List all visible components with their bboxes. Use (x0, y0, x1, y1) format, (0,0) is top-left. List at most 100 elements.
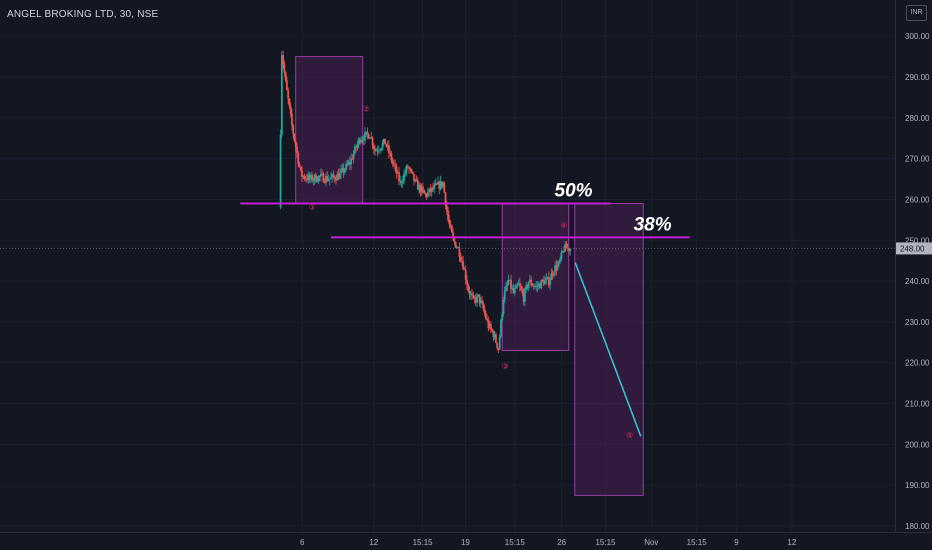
candle-body (435, 183, 438, 185)
candle-body (384, 138, 387, 144)
candle-body (491, 329, 494, 332)
wave-box (574, 203, 644, 496)
candle-body (565, 243, 568, 249)
candle-body (492, 331, 495, 338)
candle-body (432, 187, 434, 190)
candle-body (418, 184, 421, 190)
y-tick-label: 230.00 (905, 318, 930, 327)
candle-body (294, 141, 297, 148)
candle-body (393, 162, 395, 165)
candle-body (304, 178, 307, 180)
candle-body (437, 181, 439, 185)
candle-body (326, 176, 329, 181)
candle-body (510, 279, 512, 289)
candle-body (415, 179, 418, 181)
candle-body (546, 277, 549, 279)
candle-body (449, 223, 452, 226)
x-tick-label: 12 (787, 538, 796, 547)
candle-body (523, 289, 526, 302)
candle-body (520, 286, 523, 290)
candle-body (332, 174, 335, 177)
candle-body (554, 265, 557, 273)
candle-body (376, 150, 379, 152)
candle-body (521, 289, 524, 294)
candle-body (440, 181, 443, 187)
y-tick-label: 190.00 (905, 481, 930, 490)
candle-body (296, 147, 298, 153)
candle-body (386, 145, 389, 147)
x-axis[interactable]: 6 12 15:15 19 15:15 26 15:15 Nov 15:15 9 12 (300, 538, 797, 547)
candle-body (467, 285, 470, 291)
candle-body (488, 324, 491, 329)
candle-body (313, 174, 316, 180)
candle-body (311, 174, 313, 181)
symbol-title[interactable]: ANGEL BROKING LTD, 30, NSE (7, 9, 159, 20)
candle-body (289, 106, 292, 114)
candle-body (502, 300, 505, 314)
candle-body (345, 163, 347, 170)
candle-body (515, 285, 517, 289)
candle-body (529, 279, 531, 282)
y-tick-label: 270.00 (905, 155, 930, 164)
candle-body (489, 324, 492, 330)
candle-body (377, 150, 380, 152)
candle-body (537, 283, 540, 287)
candle-body (448, 219, 451, 224)
candle-body (366, 131, 369, 135)
candle-body (442, 182, 444, 187)
candle-body (478, 294, 481, 304)
candle-body (517, 283, 520, 286)
candle-body (445, 205, 448, 211)
candle-body (541, 280, 544, 281)
candle-body (321, 173, 324, 175)
candle-body (486, 318, 489, 321)
candle-body (471, 293, 473, 296)
candle-body (367, 134, 370, 139)
candle-body (569, 249, 572, 252)
candle-body (555, 265, 558, 270)
candle-body (404, 172, 407, 174)
candle-body (463, 269, 466, 270)
candle-body (405, 166, 408, 173)
candle-body (298, 163, 301, 167)
candle-body (469, 293, 472, 295)
wave-box (501, 203, 570, 351)
candle-body (409, 168, 412, 170)
candle-body (532, 285, 535, 287)
candle-body (391, 160, 394, 163)
candle-body (316, 181, 319, 183)
wave-labels: ① ② ③ ④ ⑤ (309, 105, 634, 441)
x-tick-label: Nov (644, 538, 658, 547)
candle-body (370, 137, 373, 139)
candle-body (340, 169, 342, 174)
candle-body (336, 174, 339, 181)
candle-body (314, 174, 317, 182)
candle-body (347, 162, 350, 165)
candle-body (473, 297, 476, 299)
candle-body (369, 137, 371, 139)
candle-body (542, 280, 545, 285)
candle-body (361, 139, 364, 141)
candle-body (414, 179, 417, 182)
candle-body (357, 138, 360, 145)
candle-body (481, 300, 483, 304)
candle-body (518, 283, 521, 287)
candle-body (398, 172, 400, 182)
candle-body (472, 295, 475, 298)
x-tick-label: 26 (557, 538, 566, 547)
candle-body (526, 285, 529, 288)
wave-label: ① (309, 203, 316, 212)
candle-body (474, 298, 477, 303)
candle-body (325, 176, 327, 183)
candle-body (406, 166, 409, 168)
candle-body (479, 300, 482, 304)
y-axis[interactable]: 180.00 190.00 200.00 210.00 220.00 230.00 240.… (905, 32, 930, 531)
fibonacci-levels[interactable]: 50% 38% (240, 181, 690, 239)
wave-label: ④ (560, 221, 567, 230)
candle-body (410, 169, 413, 172)
candle-body (282, 55, 285, 65)
currency-badge[interactable]: INR (906, 5, 927, 21)
last-price-label: 248.00 (900, 244, 925, 253)
candle-body (299, 166, 302, 170)
